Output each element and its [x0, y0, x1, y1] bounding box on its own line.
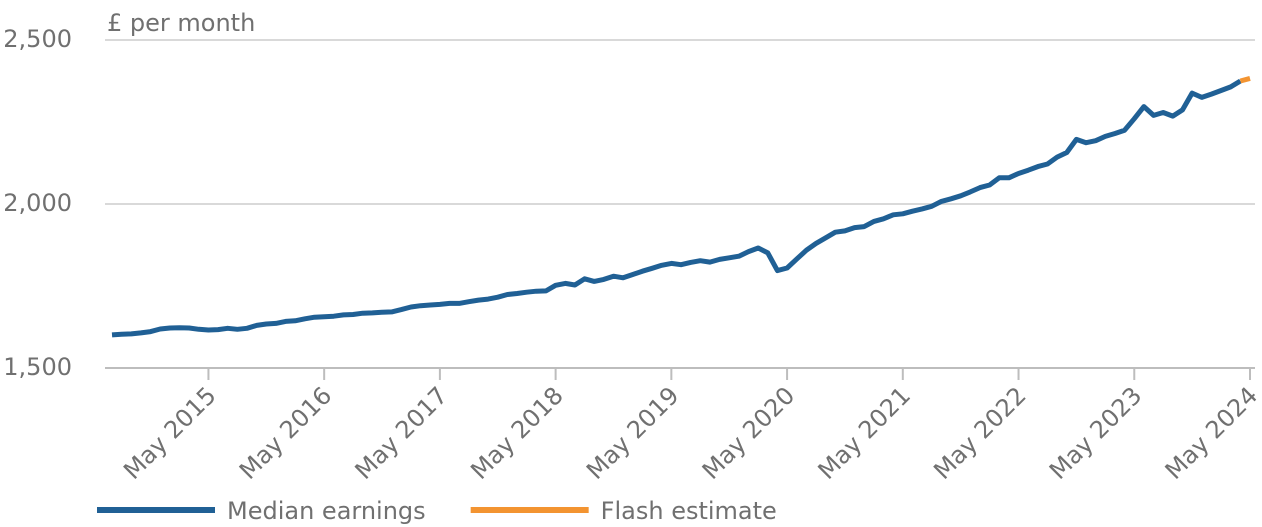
x-tick-label: May 2019 [581, 381, 684, 484]
line-series [1239, 75, 1251, 84]
x-tick-label: May 2020 [697, 381, 800, 484]
x-tick-label: May 2018 [465, 381, 568, 484]
x-tick-label: May 2016 [234, 381, 337, 484]
line-series [111, 78, 1242, 338]
legend-label: Flash estimate [601, 497, 777, 525]
x-tick-label: May 2022 [928, 381, 1031, 484]
x-tick-label: May 2017 [350, 381, 453, 484]
y-tick-label: 2,000 [3, 189, 72, 217]
x-tick-label: May 2023 [1044, 381, 1147, 484]
legend-label: Median earnings [227, 497, 426, 525]
x-tick-label: May 2021 [813, 381, 916, 484]
y-tick-label: 2,500 [3, 25, 72, 53]
y-tick-label: 1,500 [3, 353, 72, 381]
x-tick-label: May 2024 [1160, 381, 1262, 484]
x-tick-label: May 2015 [118, 381, 221, 484]
y-axis-label: £ per month [107, 9, 255, 37]
